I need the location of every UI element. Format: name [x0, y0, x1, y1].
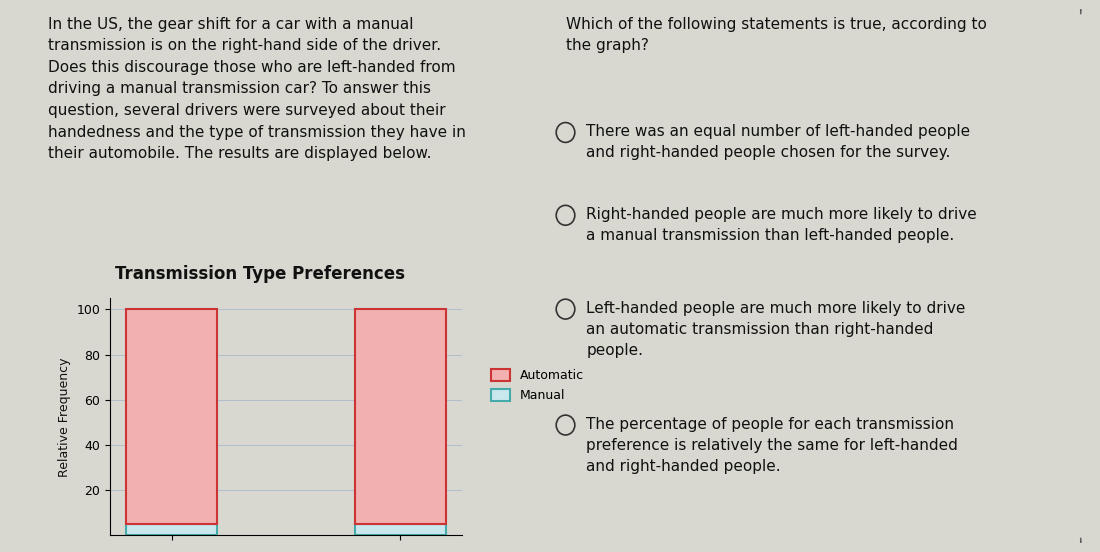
Text: In the US, the gear shift for a car with a manual
transmission is on the right-h: In the US, the gear shift for a car with…	[48, 17, 465, 161]
Bar	[126, 524, 218, 535]
Text: Transmission Type Preferences: Transmission Type Preferences	[116, 265, 405, 283]
Bar	[354, 309, 446, 524]
Text: There was an equal number of left-handed people
and right-handed people chosen f: There was an equal number of left-handed…	[586, 124, 970, 160]
Y-axis label: Relative Frequency: Relative Frequency	[58, 357, 70, 476]
Bar	[126, 309, 218, 524]
Text: The percentage of people for each transmission
preference is relatively the same: The percentage of people for each transm…	[586, 417, 958, 474]
Legend: Automatic, Manual: Automatic, Manual	[486, 364, 588, 407]
Text: Which of the following statements is true, according to
the graph?: Which of the following statements is tru…	[565, 17, 987, 52]
Text: Right-handed people are much more likely to drive
a manual transmission than lef: Right-handed people are much more likely…	[586, 207, 977, 243]
Text: Left-handed people are much more likely to drive
an automatic transmission than : Left-handed people are much more likely …	[586, 301, 966, 358]
Bar	[354, 524, 446, 535]
